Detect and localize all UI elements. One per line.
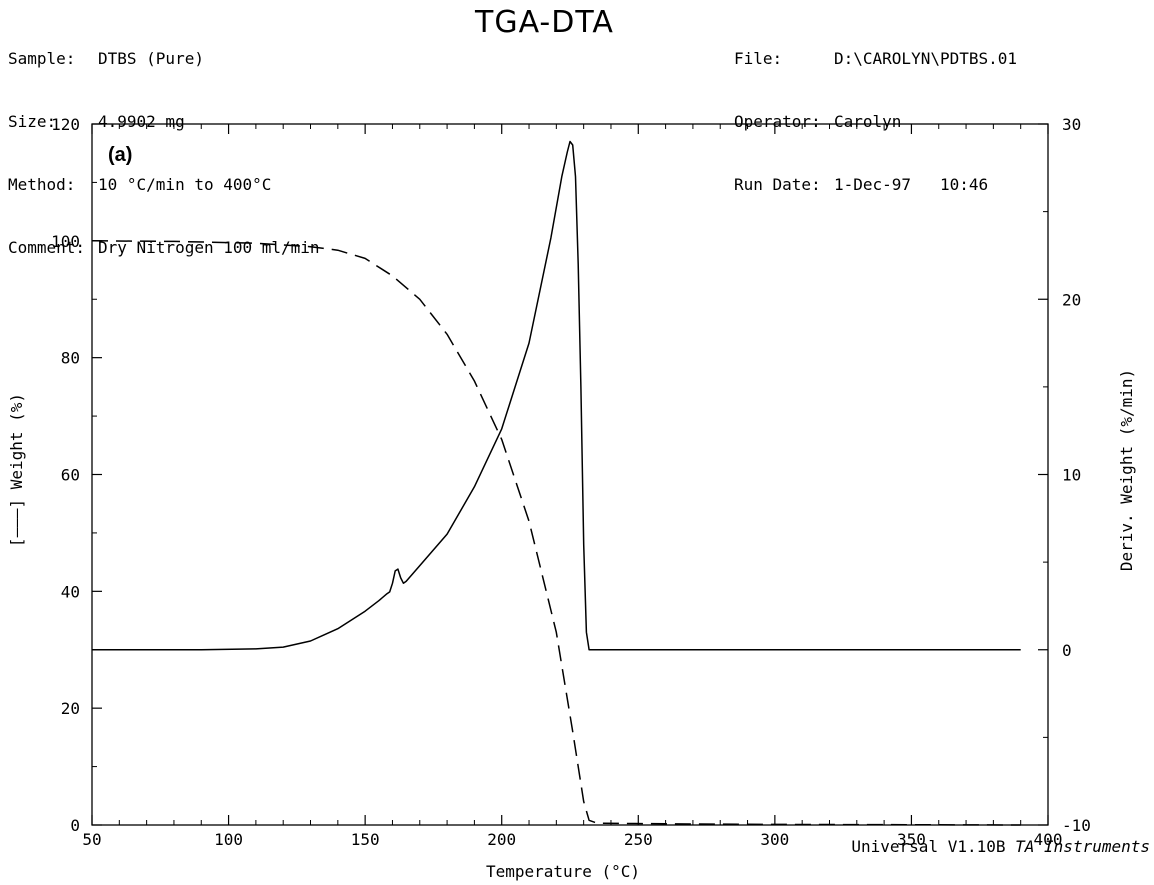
run-info-value: 1-Dec-97 10:46	[834, 175, 989, 194]
run-info-right: File: D:\CAROLYN\PDTBS.01 Operator: Caroly…	[734, 6, 1017, 216]
x-tick-label: 350	[897, 830, 926, 849]
x-tick-label: 400	[1034, 830, 1063, 849]
run-info-key: Comment:	[8, 238, 86, 257]
software-version: Universal V1.10B TA Instruments	[851, 837, 1150, 856]
y-right-tick-label: 20	[1062, 290, 1081, 309]
y-right-tick-label: -10	[1062, 816, 1091, 835]
y-left-tick-label: 120	[51, 115, 80, 134]
y-left-tick-label: 80	[61, 349, 80, 368]
run-info-row: Method: 10 °C/min to 400°C	[8, 174, 320, 195]
plot-frame	[91, 123, 1049, 826]
derivative-weight-curve	[92, 140, 1021, 651]
y-right-tick-label: 10	[1062, 466, 1081, 485]
weight-curve	[91, 240, 1021, 826]
x-tick-label: 300	[760, 830, 789, 849]
y-left-tick-label: 0	[70, 816, 80, 835]
run-info-left: Sample: DTBS (Pure) Size: 4.9902 mg Method…	[8, 6, 320, 279]
run-info-key: Operator:	[734, 112, 821, 131]
y-left-tick-label: 100	[51, 232, 80, 251]
y-right-tick-label: 30	[1062, 115, 1081, 134]
y-left-tick-label: 20	[61, 699, 80, 718]
run-info-row: Sample: DTBS (Pure)	[8, 48, 320, 69]
run-info-key: Method:	[8, 175, 76, 194]
y-right-tick-label: 0	[1062, 641, 1072, 660]
run-info-row: Run Date: 1-Dec-97 10:46	[734, 174, 1017, 195]
run-info-row: Comment: Dry Nitrogen 100 ml/min	[8, 237, 320, 258]
run-info-row: File: D:\CAROLYN\PDTBS.01	[734, 48, 1017, 69]
run-info-key: File:	[734, 49, 783, 68]
y-left-tick-label: 60	[61, 466, 80, 485]
y-left-axis-title: [———] Weight (%)	[7, 393, 26, 547]
run-info-key: Run Date:	[734, 175, 821, 194]
curves	[91, 140, 1021, 826]
axes: 50 100 150 200 250 300 350 400020406080100120-1…	[51, 115, 1091, 849]
x-tick-label: 200	[487, 830, 516, 849]
run-info-key: Size:	[8, 112, 57, 131]
chart-title: TGA-DTA	[475, 5, 614, 40]
x-tick-label: 250	[624, 830, 653, 849]
y-right-axis-title: Deriv. Weight (%/min)	[1117, 369, 1136, 571]
x-axis-title: Temperature (°C)	[486, 862, 640, 881]
run-info-value: DTBS (Pure)	[98, 49, 204, 68]
x-tick-label: 150	[351, 830, 380, 849]
x-tick-label: 50	[82, 830, 101, 849]
software-name: Universal V1.10B	[851, 837, 1005, 856]
run-info-value: Dry Nitrogen 100 ml/min	[98, 238, 320, 257]
run-info-value: D:\CAROLYN\PDTBS.01	[834, 49, 1018, 68]
run-info-value: 10 °C/min to 400°C	[98, 175, 272, 194]
run-info-key: Sample:	[8, 49, 76, 68]
x-tick-label: 100	[214, 830, 243, 849]
run-info-row: Size: 4.9902 mg	[8, 111, 320, 132]
y-left-tick-label: 40	[61, 582, 80, 601]
panel-label: (a)	[108, 144, 132, 166]
run-info-value: 4.9902 mg	[98, 112, 185, 131]
vendor-name: TA Instruments	[1015, 837, 1150, 856]
